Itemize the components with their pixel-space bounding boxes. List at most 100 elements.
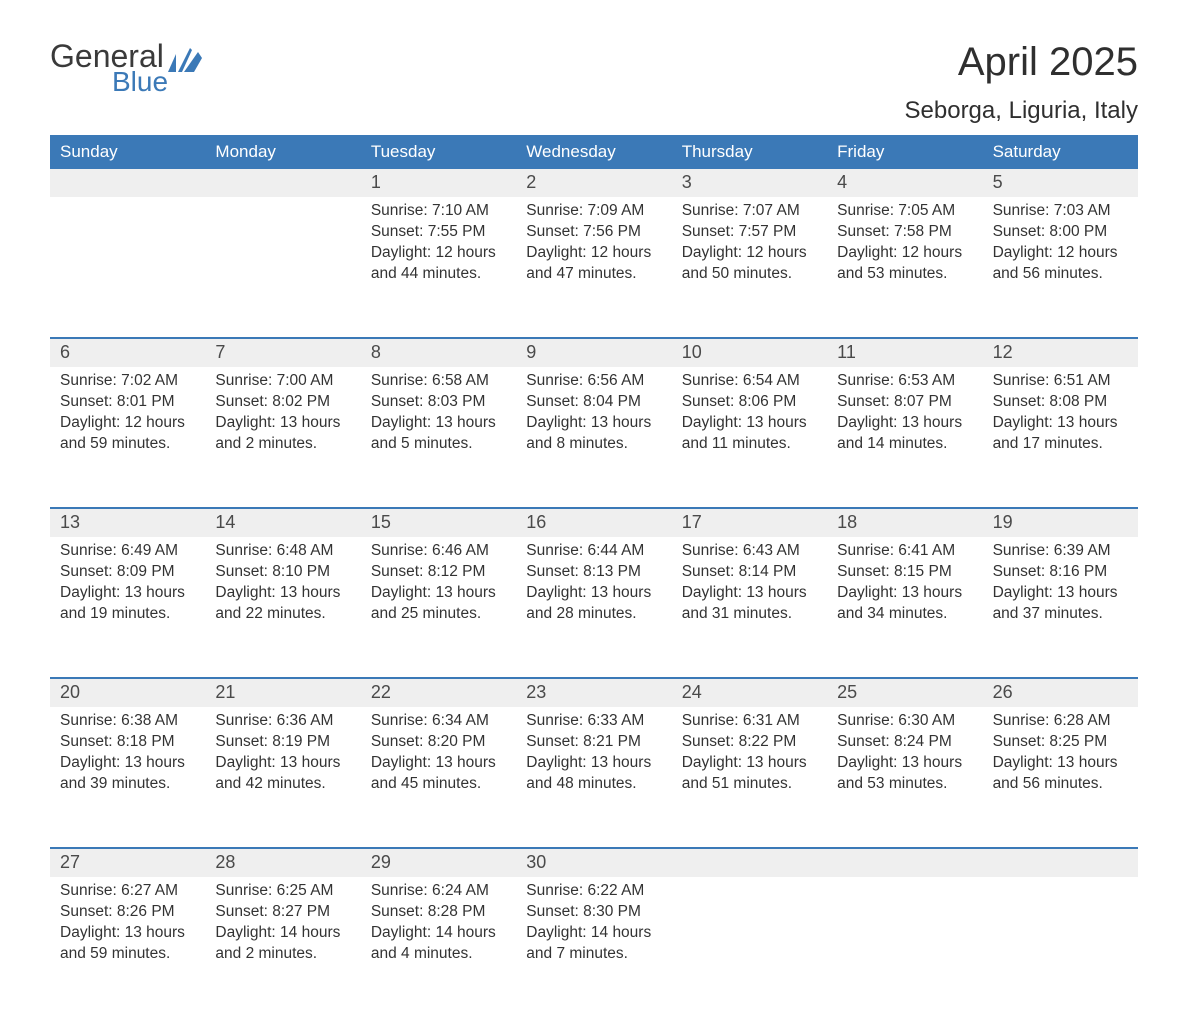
day-cell: Sunrise: 6:56 AMSunset: 8:04 PMDaylight:…	[516, 367, 671, 507]
month-year-title: April 2025	[905, 40, 1138, 85]
day-cell: Sunrise: 6:38 AMSunset: 8:18 PMDaylight:…	[50, 707, 205, 847]
day-info-line: Sunrise: 6:36 AM	[215, 711, 350, 732]
day-info-line: Sunset: 7:55 PM	[371, 222, 506, 243]
day-info-line: Sunset: 8:04 PM	[526, 392, 661, 413]
day-info-line: Daylight: 13 hours and 56 minutes.	[993, 753, 1128, 795]
date-number: 26	[983, 679, 1138, 707]
day-cell: Sunrise: 6:51 AMSunset: 8:08 PMDaylight:…	[983, 367, 1138, 507]
day-info-line: Sunset: 8:27 PM	[215, 902, 350, 923]
date-number: 18	[827, 509, 982, 537]
day-info-line: Sunrise: 6:54 AM	[682, 371, 817, 392]
day-cell: Sunrise: 6:39 AMSunset: 8:16 PMDaylight:…	[983, 537, 1138, 677]
day-info-line: Sunset: 8:19 PM	[215, 732, 350, 753]
day-info-line: Sunset: 8:08 PM	[993, 392, 1128, 413]
day-info-line: Daylight: 14 hours and 2 minutes.	[215, 923, 350, 965]
date-number: 10	[672, 339, 827, 367]
day-info-line: Sunset: 8:25 PM	[993, 732, 1128, 753]
brand-blue: Blue	[112, 68, 168, 96]
week-row: Sunrise: 7:10 AMSunset: 7:55 PM Daylight:…	[50, 197, 1138, 337]
date-number	[50, 169, 205, 197]
day-info-line: Daylight: 13 hours and 31 minutes.	[682, 583, 817, 625]
day-info-line: Sunrise: 6:48 AM	[215, 541, 350, 562]
day-cell: Sunrise: 6:43 AMSunset: 8:14 PMDaylight:…	[672, 537, 827, 677]
dow-cell: Monday	[205, 135, 360, 169]
day-info-line: Sunrise: 6:49 AM	[60, 541, 195, 562]
day-info-line: Daylight: 13 hours and 45 minutes.	[371, 753, 506, 795]
day-cell: Sunrise: 7:07 AMSunset: 7:57 PMDaylight:…	[672, 197, 827, 337]
day-info-line: Sunset: 8:30 PM	[526, 902, 661, 923]
day-info-line: Sunrise: 6:24 AM	[371, 881, 506, 902]
day-cell: Sunrise: 6:22 AMSunset: 8:30 PMDaylight:…	[516, 877, 671, 1017]
day-info-line: Sunrise: 7:07 AM	[682, 201, 817, 222]
day-info-line: Sunrise: 7:10 AM	[371, 201, 506, 222]
day-info-line: Sunset: 8:15 PM	[837, 562, 972, 583]
day-info-line: Daylight: 13 hours and 8 minutes.	[526, 413, 661, 455]
day-cell: Sunrise: 6:27 AMSunset: 8:26 PMDaylight:…	[50, 877, 205, 1017]
day-info-line: Daylight: 13 hours and 53 minutes.	[837, 753, 972, 795]
date-number: 6	[50, 339, 205, 367]
day-cell: Sunrise: 6:41 AMSunset: 8:15 PMDaylight:…	[827, 537, 982, 677]
day-info-line: Daylight: 13 hours and 25 minutes.	[371, 583, 506, 625]
day-info-line: Daylight: 12 hours and 47 minutes.	[526, 243, 661, 285]
day-info-line: Sunset: 8:07 PM	[837, 392, 972, 413]
day-cell: Sunrise: 6:36 AMSunset: 8:19 PMDaylight:…	[205, 707, 360, 847]
date-number: 1	[361, 169, 516, 197]
day-info-line: Daylight: 13 hours and 51 minutes.	[682, 753, 817, 795]
dow-cell: Thursday	[672, 135, 827, 169]
day-cell	[50, 197, 205, 337]
day-info-line: Daylight: 13 hours and 11 minutes.	[682, 413, 817, 455]
day-info-line: Sunrise: 6:30 AM	[837, 711, 972, 732]
day-cell: Sunrise: 6:48 AMSunset: 8:10 PMDaylight:…	[205, 537, 360, 677]
day-info-line: Sunset: 8:01 PM	[60, 392, 195, 413]
week-date-strip: 6789101112	[50, 337, 1138, 367]
day-info-line: Sunset: 7:57 PM	[682, 222, 817, 243]
day-info-line: Sunset: 8:24 PM	[837, 732, 972, 753]
day-info-line: Sunrise: 6:41 AM	[837, 541, 972, 562]
day-cell: Sunrise: 6:24 AMSunset: 8:28 PMDaylight:…	[361, 877, 516, 1017]
day-info-line: Sunrise: 6:44 AM	[526, 541, 661, 562]
day-info-line: Sunset: 8:21 PM	[526, 732, 661, 753]
dow-cell: Saturday	[983, 135, 1138, 169]
day-cell: Sunrise: 7:05 AMSunset: 7:58 PMDaylight:…	[827, 197, 982, 337]
day-cell: Sunrise: 6:54 AMSunset: 8:06 PMDaylight:…	[672, 367, 827, 507]
date-number: 16	[516, 509, 671, 537]
day-info-line: Sunrise: 6:51 AM	[993, 371, 1128, 392]
day-info-line: Daylight: 13 hours and 42 minutes.	[215, 753, 350, 795]
week-date-strip: 20212223242526	[50, 677, 1138, 707]
date-number: 5	[983, 169, 1138, 197]
day-info-line: Sunrise: 6:25 AM	[215, 881, 350, 902]
day-cell: Sunrise: 7:09 AMSunset: 7:56 PMDaylight:…	[516, 197, 671, 337]
day-info-line: Daylight: 13 hours and 14 minutes.	[837, 413, 972, 455]
day-info-line: Sunset: 8:14 PM	[682, 562, 817, 583]
date-number: 11	[827, 339, 982, 367]
day-info-line: Sunset: 8:10 PM	[215, 562, 350, 583]
dow-cell: Tuesday	[361, 135, 516, 169]
day-info-line: Sunrise: 6:58 AM	[371, 371, 506, 392]
day-info-line: Sunset: 8:26 PM	[60, 902, 195, 923]
title-block: April 2025 Seborga, Liguria, Italy	[905, 40, 1138, 125]
day-cell: Sunrise: 7:03 AMSunset: 8:00 PMDaylight:…	[983, 197, 1138, 337]
day-info-line: Daylight: 13 hours and 19 minutes.	[60, 583, 195, 625]
week-row: Sunrise: 7:02 AMSunset: 8:01 PMDaylight:…	[50, 367, 1138, 507]
date-number: 3	[672, 169, 827, 197]
day-cell: Sunrise: 7:10 AMSunset: 7:55 PMDaylight:…	[361, 197, 516, 337]
day-info-line: Sunset: 7:58 PM	[837, 222, 972, 243]
day-cell: Sunrise: 6:25 AMSunset: 8:27 PMDaylight:…	[205, 877, 360, 1017]
day-info-line: Sunset: 8:02 PM	[215, 392, 350, 413]
day-info-line: Sunrise: 6:31 AM	[682, 711, 817, 732]
date-number: 30	[516, 849, 671, 877]
day-info-line: Sunset: 8:28 PM	[371, 902, 506, 923]
date-number	[983, 849, 1138, 877]
date-number: 19	[983, 509, 1138, 537]
day-info-line: Sunrise: 7:03 AM	[993, 201, 1128, 222]
day-cell: Sunrise: 6:31 AMSunset: 8:22 PMDaylight:…	[672, 707, 827, 847]
day-info-line: Daylight: 14 hours and 7 minutes.	[526, 923, 661, 965]
day-cell: Sunrise: 6:30 AMSunset: 8:24 PMDaylight:…	[827, 707, 982, 847]
day-info-line: Sunset: 8:22 PM	[682, 732, 817, 753]
day-info-line: Daylight: 12 hours and 50 minutes.	[682, 243, 817, 285]
day-info-line: Sunset: 8:00 PM	[993, 222, 1128, 243]
date-number: 22	[361, 679, 516, 707]
date-number	[672, 849, 827, 877]
weeks-container: 12345Sunrise: 7:10 AMSunset: 7:55 PMDayl…	[50, 169, 1138, 1017]
day-of-week-header: SundayMondayTuesdayWednesdayThursdayFrid…	[50, 135, 1138, 169]
